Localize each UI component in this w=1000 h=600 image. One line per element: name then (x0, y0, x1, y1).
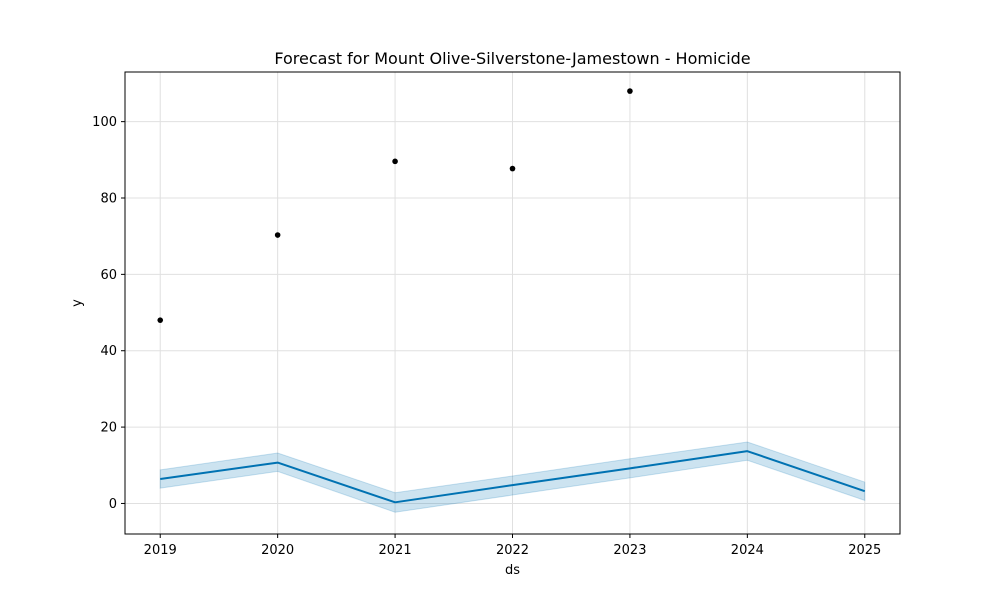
x-tick-label: 2023 (613, 543, 646, 558)
y-tick-label: 100 (92, 115, 117, 130)
forecast-line-group (160, 450, 866, 504)
grid-lines (125, 72, 900, 534)
x-axis-ticks: 2019 2020 2021 2022 2023 2024 2025 (144, 534, 881, 558)
observed-point (157, 317, 164, 323)
x-tick-label: 2022 (496, 543, 529, 558)
observed-point (627, 88, 633, 94)
observed-point (392, 158, 398, 165)
x-axis-label: ds (505, 563, 520, 578)
y-axis-ticks: 0 20 40 60 80 100 (92, 115, 125, 512)
observed-point (509, 165, 516, 172)
y-tick-label: 20 (100, 421, 117, 436)
y-axis-label: y (70, 299, 85, 307)
x-tick-label: 2021 (379, 543, 412, 558)
forecast-line (160, 450, 866, 504)
chart-title: Forecast for Mount Olive-Silverstone-Jam… (274, 49, 750, 68)
y-tick-label: 60 (100, 268, 117, 283)
observed-point (274, 232, 281, 238)
x-tick-label: 2020 (261, 543, 294, 558)
y-tick-label: 40 (100, 344, 117, 359)
x-tick-label: 2025 (848, 543, 881, 558)
x-tick-label: 2019 (144, 543, 177, 558)
y-tick-label: 80 (100, 192, 117, 207)
y-tick-label: 0 (109, 497, 117, 512)
x-tick-label: 2024 (731, 543, 764, 558)
observed-points (157, 88, 633, 323)
